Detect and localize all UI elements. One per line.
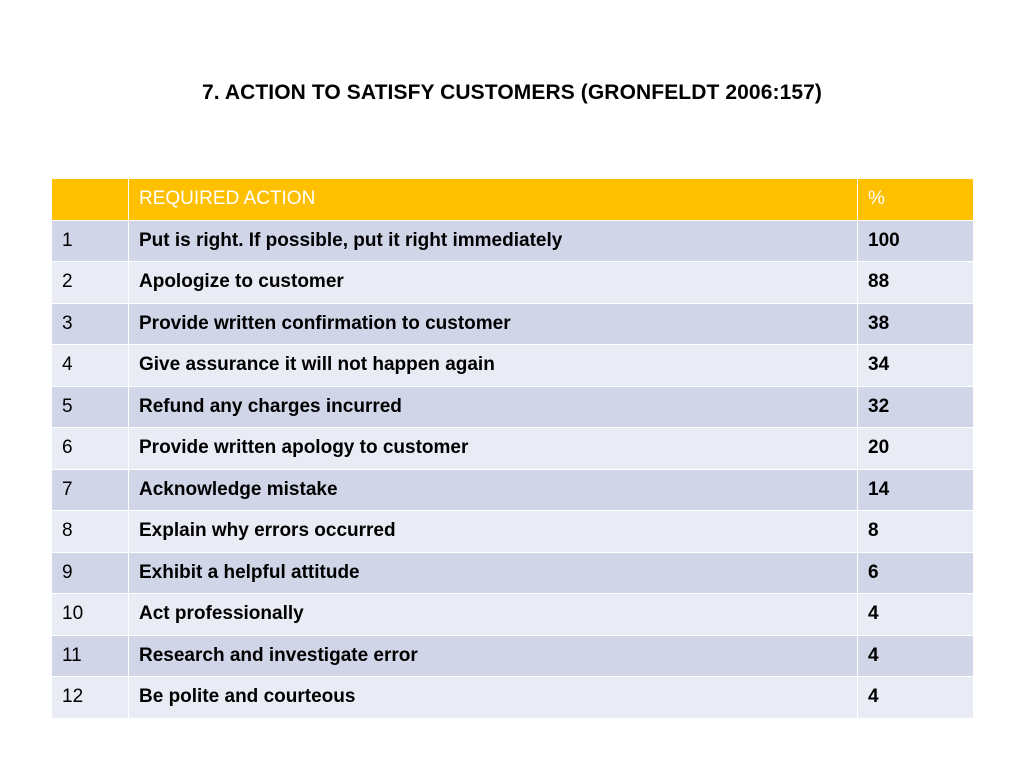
actions-table: REQUIRED ACTION % 1 Put is right. If poss…	[51, 178, 974, 719]
row-action: Research and investigate error	[128, 634, 858, 677]
table-row: 8 Explain why errors occurred 8	[51, 510, 974, 553]
table-header-row: REQUIRED ACTION %	[51, 178, 974, 221]
table-row: 4 Give assurance it will not happen again…	[51, 344, 974, 387]
table-row: 12 Be polite and courteous 4	[51, 676, 974, 719]
table-row: 2 Apologize to customer 88	[51, 261, 974, 304]
page-title: 7. ACTION TO SATISFY CUSTOMERS (GRONFELD…	[201, 81, 823, 104]
row-percent: 4	[857, 593, 974, 636]
row-percent: 88	[857, 261, 974, 304]
row-percent: 34	[857, 344, 974, 387]
header-required-action: REQUIRED ACTION	[128, 178, 858, 221]
table-row: 1 Put is right. If possible, put it right…	[51, 219, 974, 262]
row-number: 11	[51, 634, 129, 677]
row-action: Exhibit a helpful attitude	[128, 551, 858, 594]
table-row: 7 Acknowledge mistake 14	[51, 468, 974, 511]
row-action: Apologize to customer	[128, 261, 858, 304]
table-row: 10 Act professionally 4	[51, 593, 974, 636]
row-percent: 38	[857, 302, 974, 345]
table-row: 6 Provide written apology to customer 20	[51, 427, 974, 470]
row-action: Act professionally	[128, 593, 858, 636]
row-number: 3	[51, 302, 129, 345]
row-number: 5	[51, 385, 129, 428]
row-percent: 4	[857, 676, 974, 719]
row-action: Explain why errors occurred	[128, 510, 858, 553]
table-row: 5 Refund any charges incurred 32	[51, 385, 974, 428]
row-percent: 20	[857, 427, 974, 470]
row-action: Put is right. If possible, put it right …	[128, 219, 858, 262]
row-number: 12	[51, 676, 129, 719]
row-number: 9	[51, 551, 129, 594]
row-number: 7	[51, 468, 129, 511]
header-number	[51, 178, 129, 221]
row-number: 4	[51, 344, 129, 387]
row-percent: 6	[857, 551, 974, 594]
row-number: 10	[51, 593, 129, 636]
row-action: Refund any charges incurred	[128, 385, 858, 428]
row-action: Be polite and courteous	[128, 676, 858, 719]
table-row: 11 Research and investigate error 4	[51, 634, 974, 677]
row-action: Give assurance it will not happen again	[128, 344, 858, 387]
row-number: 6	[51, 427, 129, 470]
row-action: Acknowledge mistake	[128, 468, 858, 511]
row-action: Provide written apology to customer	[128, 427, 858, 470]
row-percent: 32	[857, 385, 974, 428]
table-row: 3 Provide written confirmation to custome…	[51, 302, 974, 345]
row-number: 1	[51, 219, 129, 262]
row-percent: 8	[857, 510, 974, 553]
row-percent: 100	[857, 219, 974, 262]
table-row: 9 Exhibit a helpful attitude 6	[51, 551, 974, 594]
row-number: 2	[51, 261, 129, 304]
header-percent: %	[857, 178, 974, 221]
row-number: 8	[51, 510, 129, 553]
row-percent: 14	[857, 468, 974, 511]
row-action: Provide written confirmation to customer	[128, 302, 858, 345]
row-percent: 4	[857, 634, 974, 677]
